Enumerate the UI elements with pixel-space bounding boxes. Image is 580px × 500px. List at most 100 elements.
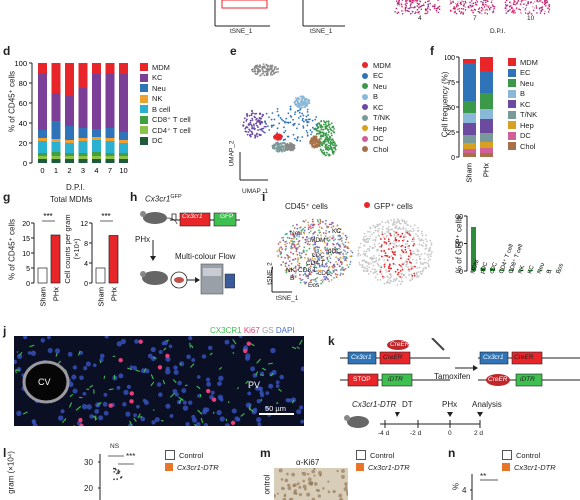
f-legend-item: T/NK: [508, 110, 538, 121]
f-legend-label: DC: [520, 131, 531, 141]
g-xtick-label: Sham: [97, 287, 106, 307]
f-ytick-label: 75: [447, 80, 455, 87]
d-bar-segment: [119, 156, 128, 159]
e-legend-swatch: [362, 93, 368, 100]
panel-j-pv: PV: [248, 380, 261, 390]
d-legend-item: NK: [140, 94, 191, 105]
panel-l-ytick-20: 20: [84, 484, 93, 493]
panel-d-legend: MDM KC Neu NK B cell CD8⁺ T cell CD4⁺ T cell DC: [140, 62, 191, 146]
d-bar-segment: [38, 141, 47, 153]
d-xtick-label: 1: [54, 166, 58, 175]
d-bar-segment: [51, 121, 61, 139]
panel-e-letter: e: [230, 44, 237, 58]
d-bar-segment: [38, 156, 47, 159]
k-gene-1: Cx3cr1: [351, 354, 372, 361]
g-xtick-label: PHx: [52, 287, 61, 301]
e-legend-label: Chol: [373, 144, 389, 154]
e-legend-swatch: [362, 104, 368, 111]
d-legend-item: CD4⁺ T cell: [140, 125, 191, 136]
g-ytick-label: 10: [22, 251, 30, 258]
panel-i-title-right: GFP⁺ cells: [374, 202, 413, 211]
d-bar-segment: [78, 156, 88, 159]
f-legend-swatch: [508, 142, 516, 151]
panel-h-flow: Multi-colour Flow: [175, 252, 236, 261]
channel-cx3cr1: CX3CR1: [210, 326, 242, 335]
f-bar-segment: [463, 149, 476, 153]
panel-l-ytick-30: 30: [84, 458, 93, 467]
e-legend-swatch: [362, 114, 368, 121]
top-strip: tSNE_1 tSNE_1 4 7 10 D.P.I.: [0, 0, 580, 40]
cluster-nk: NK: [286, 267, 296, 274]
m-legend-control-swatch: [356, 450, 366, 460]
f-legend-label: B: [520, 89, 526, 99]
m-legend-dtr: Cx3cr1-DTR: [368, 462, 410, 472]
d-legend-item: CD8⁺ T cell: [140, 115, 191, 126]
k-mouse-label: Cx3cr1-DTR: [352, 400, 397, 409]
cluster-cd4: CD4 T: [306, 260, 325, 267]
f-bar-segment: [480, 133, 493, 142]
e-legend-item: B: [362, 92, 391, 103]
d-xtick-label: 4: [94, 166, 98, 175]
k-idtr-2: iDTR: [520, 376, 535, 383]
panel-n-legend: Control Cx3cr1-DTR: [502, 449, 556, 473]
d-bar-segment: [78, 128, 88, 138]
i-ytick-label: 100: [455, 214, 463, 221]
d-legend-item: B cell: [140, 104, 191, 115]
k-step-dt: DT: [402, 400, 413, 409]
g-ytick-label: 15: [22, 236, 30, 243]
k-time-2: 0: [448, 430, 452, 437]
f-legend-label: MDM: [520, 57, 538, 67]
panel-m-title: α-Ki67: [296, 458, 320, 467]
d-bar-segment: [119, 143, 128, 153]
i-xtick-label: Neu: [537, 262, 546, 274]
k-step-analysis: Analysis: [472, 400, 502, 409]
d-legend-item: DC: [140, 136, 191, 147]
k-idtr-1: iDTR: [388, 376, 403, 383]
cluster-cdc: cDC: [312, 252, 325, 259]
f-bar-segment: [463, 143, 476, 149]
f-legend-label: Neu: [520, 78, 534, 88]
panel-m-side: ontrol: [262, 474, 272, 495]
f-legend-swatch: [508, 58, 516, 67]
d-bar-segment: [119, 132, 128, 140]
d-bar-segment: [92, 63, 101, 74]
d-bar-segment: [38, 138, 47, 141]
f-legend-item: DC: [508, 131, 538, 142]
k-gene-2: Cx3cr1: [483, 354, 504, 361]
panel-m-ihc-image: [274, 468, 348, 500]
e-legend-swatch: [362, 62, 368, 69]
f-legend-item: MDM: [508, 57, 538, 68]
k-step-phx: PHx: [442, 400, 458, 409]
panel-i-tsne: [271, 218, 433, 293]
i-xtick-label: Eos: [556, 263, 565, 275]
m-legend-control: Control: [370, 450, 395, 460]
d-bar-segment: [65, 96, 74, 126]
i-bar: [518, 269, 524, 271]
e-legend-item: MDM: [362, 60, 391, 71]
d-bar-segment: [65, 143, 74, 153]
panel-f-chart: 0 25 50 75 100 Sham PHx: [445, 55, 493, 183]
f-legend-swatch: [508, 131, 516, 140]
f-legend-label: Hep: [520, 120, 534, 130]
d-bar-segment: [65, 126, 74, 140]
d-bar-segment: [65, 140, 74, 143]
channel-gs: GS: [262, 326, 274, 335]
panel-d-xlabel: D.P.I.: [66, 183, 85, 192]
k-creer-1: CreER: [383, 354, 403, 361]
k-time-0: -4 d: [378, 430, 390, 437]
panel-e-xlabel: UMAP_1: [242, 188, 269, 195]
panel-e-legend: MDM EC Neu B KC T/NK Hep DC Chol: [362, 60, 391, 155]
f-ytick-label: 0: [451, 155, 455, 162]
f-bar-segment: [480, 93, 493, 109]
panel-n-ytick: 4: [462, 486, 467, 495]
g-ytick-label: 5: [26, 266, 30, 273]
legend-dtr-swatch: [165, 463, 173, 471]
cluster-cd8: CD8 T: [298, 267, 317, 274]
i-bar: [509, 269, 514, 271]
panel-j-letter: j: [3, 324, 7, 338]
i-ytick-label: 0: [459, 269, 463, 276]
d-ytick-label: 0: [23, 159, 27, 168]
e-legend-label: MDM: [373, 60, 391, 70]
d-legend-label: CD8⁺ T cell: [152, 115, 191, 125]
f-legend-swatch: [508, 110, 516, 119]
